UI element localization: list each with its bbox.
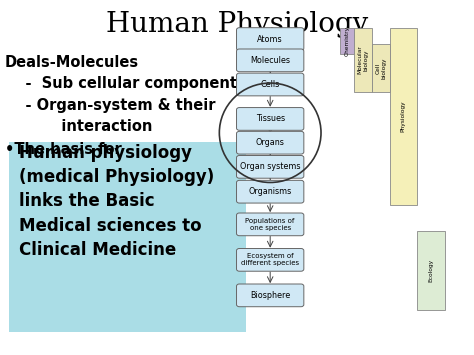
FancyBboxPatch shape	[237, 49, 304, 72]
Text: Populations of
one species: Populations of one species	[246, 218, 295, 231]
FancyBboxPatch shape	[237, 180, 304, 203]
Text: Chemistry: Chemistry	[345, 26, 349, 56]
Text: interaction: interaction	[5, 119, 152, 134]
Text: Deals-Molecules: Deals-Molecules	[5, 55, 139, 70]
Text: Physiology: Physiology	[401, 100, 406, 132]
FancyBboxPatch shape	[237, 284, 304, 307]
Text: •The basis for: •The basis for	[5, 142, 121, 157]
Text: Molecular
biology: Molecular biology	[357, 46, 368, 74]
FancyBboxPatch shape	[237, 28, 304, 50]
Text: - Organ-system & their: - Organ-system & their	[5, 98, 215, 113]
FancyBboxPatch shape	[237, 155, 304, 178]
Text: Organs: Organs	[256, 138, 284, 147]
Text: Organisms: Organisms	[248, 187, 292, 196]
Text: Cells: Cells	[261, 80, 280, 89]
FancyBboxPatch shape	[237, 73, 304, 96]
Text: Tissues: Tissues	[255, 114, 285, 124]
Text: -  Sub cellular component: - Sub cellular component	[5, 76, 237, 91]
Text: Biosphere: Biosphere	[250, 291, 290, 300]
FancyBboxPatch shape	[390, 28, 417, 205]
Text: Cell
biology: Cell biology	[375, 58, 386, 79]
Text: Ecology: Ecology	[428, 259, 433, 282]
FancyBboxPatch shape	[237, 248, 304, 271]
FancyBboxPatch shape	[354, 28, 372, 92]
Text: Ecosystem of
different species: Ecosystem of different species	[241, 253, 299, 266]
FancyBboxPatch shape	[237, 131, 304, 154]
Text: Molecules: Molecules	[250, 56, 290, 65]
FancyBboxPatch shape	[9, 142, 246, 332]
Text: Atoms: Atoms	[257, 34, 283, 44]
Text: Organ systems: Organ systems	[240, 162, 301, 171]
Text: Human Physiology: Human Physiology	[106, 11, 368, 38]
FancyBboxPatch shape	[417, 231, 445, 310]
Text: Human physiology
(medical Physiology)
links the Basic
Medical sciences to
Clinic: Human physiology (medical Physiology) li…	[19, 144, 214, 259]
FancyBboxPatch shape	[237, 213, 304, 236]
FancyBboxPatch shape	[237, 108, 304, 130]
FancyBboxPatch shape	[372, 44, 390, 92]
FancyBboxPatch shape	[340, 28, 354, 54]
